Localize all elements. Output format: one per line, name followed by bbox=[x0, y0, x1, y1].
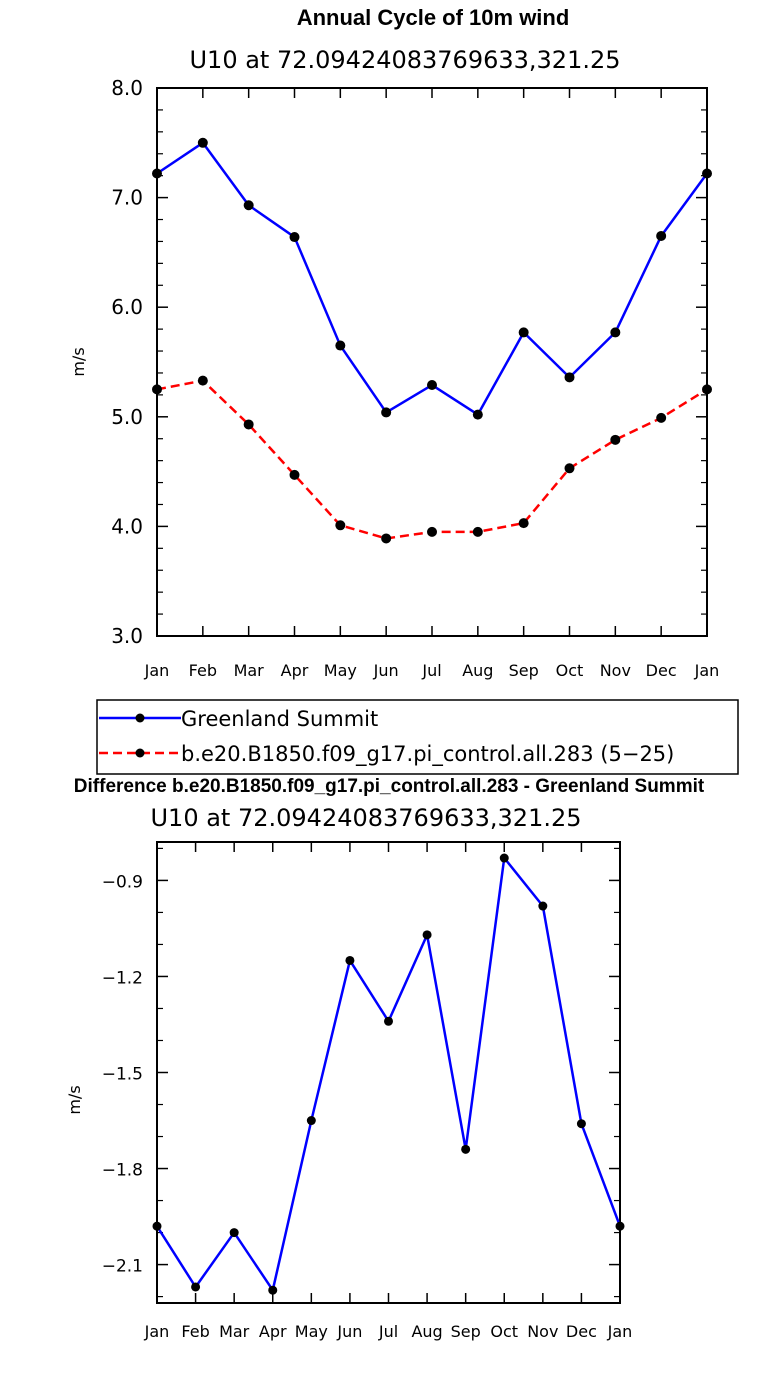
series-1-point bbox=[656, 230, 667, 241]
x-tick-label: Mar bbox=[219, 1322, 250, 1341]
x-tick-label: Dec bbox=[566, 1322, 597, 1341]
x-tick-label: Sep bbox=[509, 661, 539, 680]
x-tick-label: Jul bbox=[378, 1322, 398, 1341]
x-tick-label: Aug bbox=[462, 661, 493, 680]
x-tick-label: Aug bbox=[411, 1322, 442, 1341]
chart-1-frame bbox=[156, 87, 708, 637]
y-tick-label: −0.9 bbox=[102, 872, 143, 892]
x-tick-label: Nov bbox=[527, 1322, 558, 1341]
series-1-point bbox=[191, 1282, 201, 1292]
y-tick-label: 5.0 bbox=[111, 405, 143, 429]
x-tick-label: Jan bbox=[694, 661, 720, 680]
x-tick-label: Sep bbox=[451, 1322, 481, 1341]
x-tick-label: Oct bbox=[556, 661, 584, 680]
series-2-point bbox=[610, 434, 621, 445]
series-1-point bbox=[289, 232, 300, 243]
y-tick-label: 4.0 bbox=[111, 514, 143, 538]
x-tick-label: Feb bbox=[181, 1322, 209, 1341]
chart-1-legend: Greenland Summit b.e20.B1850.f09_g17.pi_… bbox=[96, 699, 739, 775]
series-1-point bbox=[152, 1221, 162, 1231]
series-1-point bbox=[472, 409, 483, 420]
series-2-point bbox=[152, 384, 162, 395]
series-1-point bbox=[384, 1016, 393, 1026]
series-2-point bbox=[197, 375, 208, 386]
series-1-point bbox=[197, 137, 208, 148]
series-1-point bbox=[229, 1228, 239, 1238]
y-tick-label: 8.0 bbox=[111, 76, 143, 100]
x-tick-label: Apr bbox=[259, 1322, 287, 1341]
x-tick-label: Jun bbox=[336, 1322, 362, 1341]
legend-label-greenland-summit: Greenland Summit bbox=[181, 707, 378, 731]
x-tick-label: Mar bbox=[234, 661, 265, 680]
series-1-point bbox=[243, 200, 254, 211]
series-1-point bbox=[461, 1144, 471, 1154]
series-1-point bbox=[427, 380, 437, 391]
chart-1-y-axis-label: m/s bbox=[69, 347, 88, 376]
chart-1-title: Annual Cycle of 10m wind bbox=[297, 5, 570, 30]
series-1-point bbox=[381, 407, 392, 418]
x-tick-label: Feb bbox=[189, 661, 217, 680]
y-tick-label: −1.8 bbox=[102, 1161, 143, 1181]
series-2-point bbox=[289, 469, 300, 480]
series-2-point bbox=[335, 520, 346, 531]
legend-box bbox=[96, 699, 739, 775]
series-2-point bbox=[656, 412, 667, 423]
series-1-line bbox=[155, 856, 622, 1292]
series-2-point bbox=[381, 533, 392, 544]
chart-1-subtitle: U10 at 72.09424083769633,321.25 bbox=[189, 46, 620, 74]
series-1-point bbox=[268, 1285, 278, 1295]
chart-2-plot-area: Jan Feb Mar Apr May Jun Jul Aug Sep Oct Nov Dec Jan −… bbox=[102, 841, 633, 1341]
x-tick-label: Apr bbox=[281, 661, 309, 680]
x-tick-label: May bbox=[324, 661, 357, 680]
series-1-point bbox=[610, 327, 621, 338]
series-1-point bbox=[422, 930, 432, 940]
y-tick-label: −1.5 bbox=[102, 1065, 143, 1085]
chart-2-y-axis-label: m/s bbox=[65, 1085, 84, 1114]
chart-2-frame bbox=[156, 841, 621, 1304]
x-tick-label: Jul bbox=[421, 661, 441, 680]
series-2-point bbox=[243, 419, 254, 430]
chart-2-subtitle: U10 at 72.09424083769633,321.25 bbox=[150, 804, 581, 832]
x-tick-label: Jan bbox=[607, 1322, 633, 1341]
series-1-point bbox=[345, 955, 355, 965]
series-2-point bbox=[472, 526, 483, 537]
series-1-point bbox=[576, 1119, 586, 1129]
series-1-point bbox=[702, 168, 712, 179]
x-tick-label: Jun bbox=[373, 661, 399, 680]
chart-2-title: Difference b.e20.B1850.f09_g17.pi_contro… bbox=[74, 776, 705, 797]
series-1-point bbox=[499, 853, 509, 863]
legend-label-pi-control: b.e20.B1850.f09_g17.pi_control.all.283 (… bbox=[181, 742, 674, 767]
series-2-point bbox=[564, 463, 575, 474]
x-tick-label: Jan bbox=[144, 1322, 170, 1341]
series-1-line bbox=[156, 141, 709, 416]
y-tick-label: 3.0 bbox=[111, 624, 143, 648]
series-1-point bbox=[615, 1221, 625, 1231]
series-1-point bbox=[538, 901, 548, 911]
x-tick-label: Dec bbox=[646, 661, 677, 680]
series-1-point bbox=[564, 372, 575, 383]
y-tick-label: −2.1 bbox=[102, 1257, 143, 1277]
x-tick-label: Jan bbox=[144, 661, 170, 680]
x-tick-label: Oct bbox=[490, 1322, 518, 1341]
series-1-point bbox=[335, 340, 346, 351]
series-2-line bbox=[156, 379, 708, 540]
y-tick-label: 6.0 bbox=[111, 295, 143, 319]
legend-marker-pi-control bbox=[135, 748, 145, 758]
y-tick-label: 7.0 bbox=[111, 186, 143, 210]
x-tick-label: Nov bbox=[600, 661, 631, 680]
series-1-point bbox=[152, 168, 162, 179]
x-tick-label: May bbox=[295, 1322, 328, 1341]
series-1-point bbox=[306, 1116, 316, 1126]
chart-1-plot-area: Jan Feb Mar Apr May Jun Jul Aug Sep Oct Nov Dec Jan3… bbox=[111, 76, 719, 680]
series-2-point bbox=[427, 526, 437, 537]
series-2-point bbox=[702, 384, 712, 395]
legend-marker-greenland-summit bbox=[135, 713, 145, 723]
series-2-point bbox=[518, 518, 529, 529]
y-tick-label: −1.2 bbox=[102, 968, 143, 988]
series-1-point bbox=[518, 327, 529, 338]
